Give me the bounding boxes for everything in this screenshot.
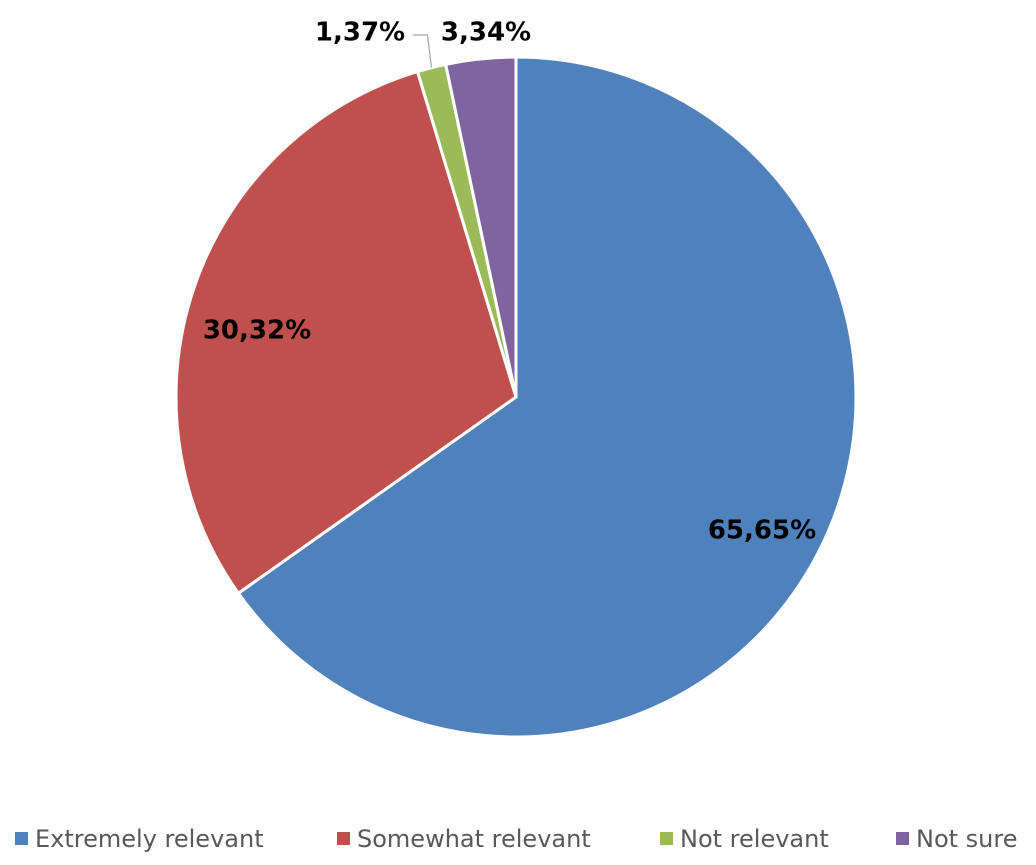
leader-line-not-relevant — [413, 34, 433, 68]
legend-item-not-sure: Not sure — [896, 825, 1018, 853]
data-label-extremely-relevant: 65,65% — [708, 516, 816, 546]
pie-slice-extremely-relevant — [236, 55, 858, 739]
legend-swatch — [337, 832, 350, 845]
legend-swatch — [896, 832, 909, 845]
legend-label: Somewhat relevant — [357, 825, 591, 853]
legend-label: Not sure — [916, 825, 1018, 853]
legend-item-not-relevant: Not relevant — [660, 825, 829, 853]
pie-slice-somewhat-relevant — [174, 69, 518, 596]
legend-swatch — [660, 832, 673, 845]
legend-item-extremely-relevant: Extremely relevant — [15, 825, 264, 853]
legend-item-somewhat-relevant: Somewhat relevant — [337, 825, 591, 853]
data-label-not-sure: 3,34% — [441, 18, 531, 48]
legend-swatch — [15, 832, 28, 845]
data-labels: 65,65% 30,32% 1,37% 3,34% — [203, 18, 816, 546]
pie-slice-not-sure — [443, 55, 518, 398]
legend: Extremely relevant Somewhat relevant Not r… — [15, 825, 1018, 853]
legend-label: Not relevant — [680, 825, 829, 853]
leader-lines — [413, 34, 433, 68]
legend-label: Extremely relevant — [35, 825, 264, 853]
data-label-somewhat-relevant: 30,32% — [203, 316, 311, 346]
data-label-not-relevant: 1,37% — [315, 18, 405, 48]
pie-slices — [174, 55, 858, 739]
